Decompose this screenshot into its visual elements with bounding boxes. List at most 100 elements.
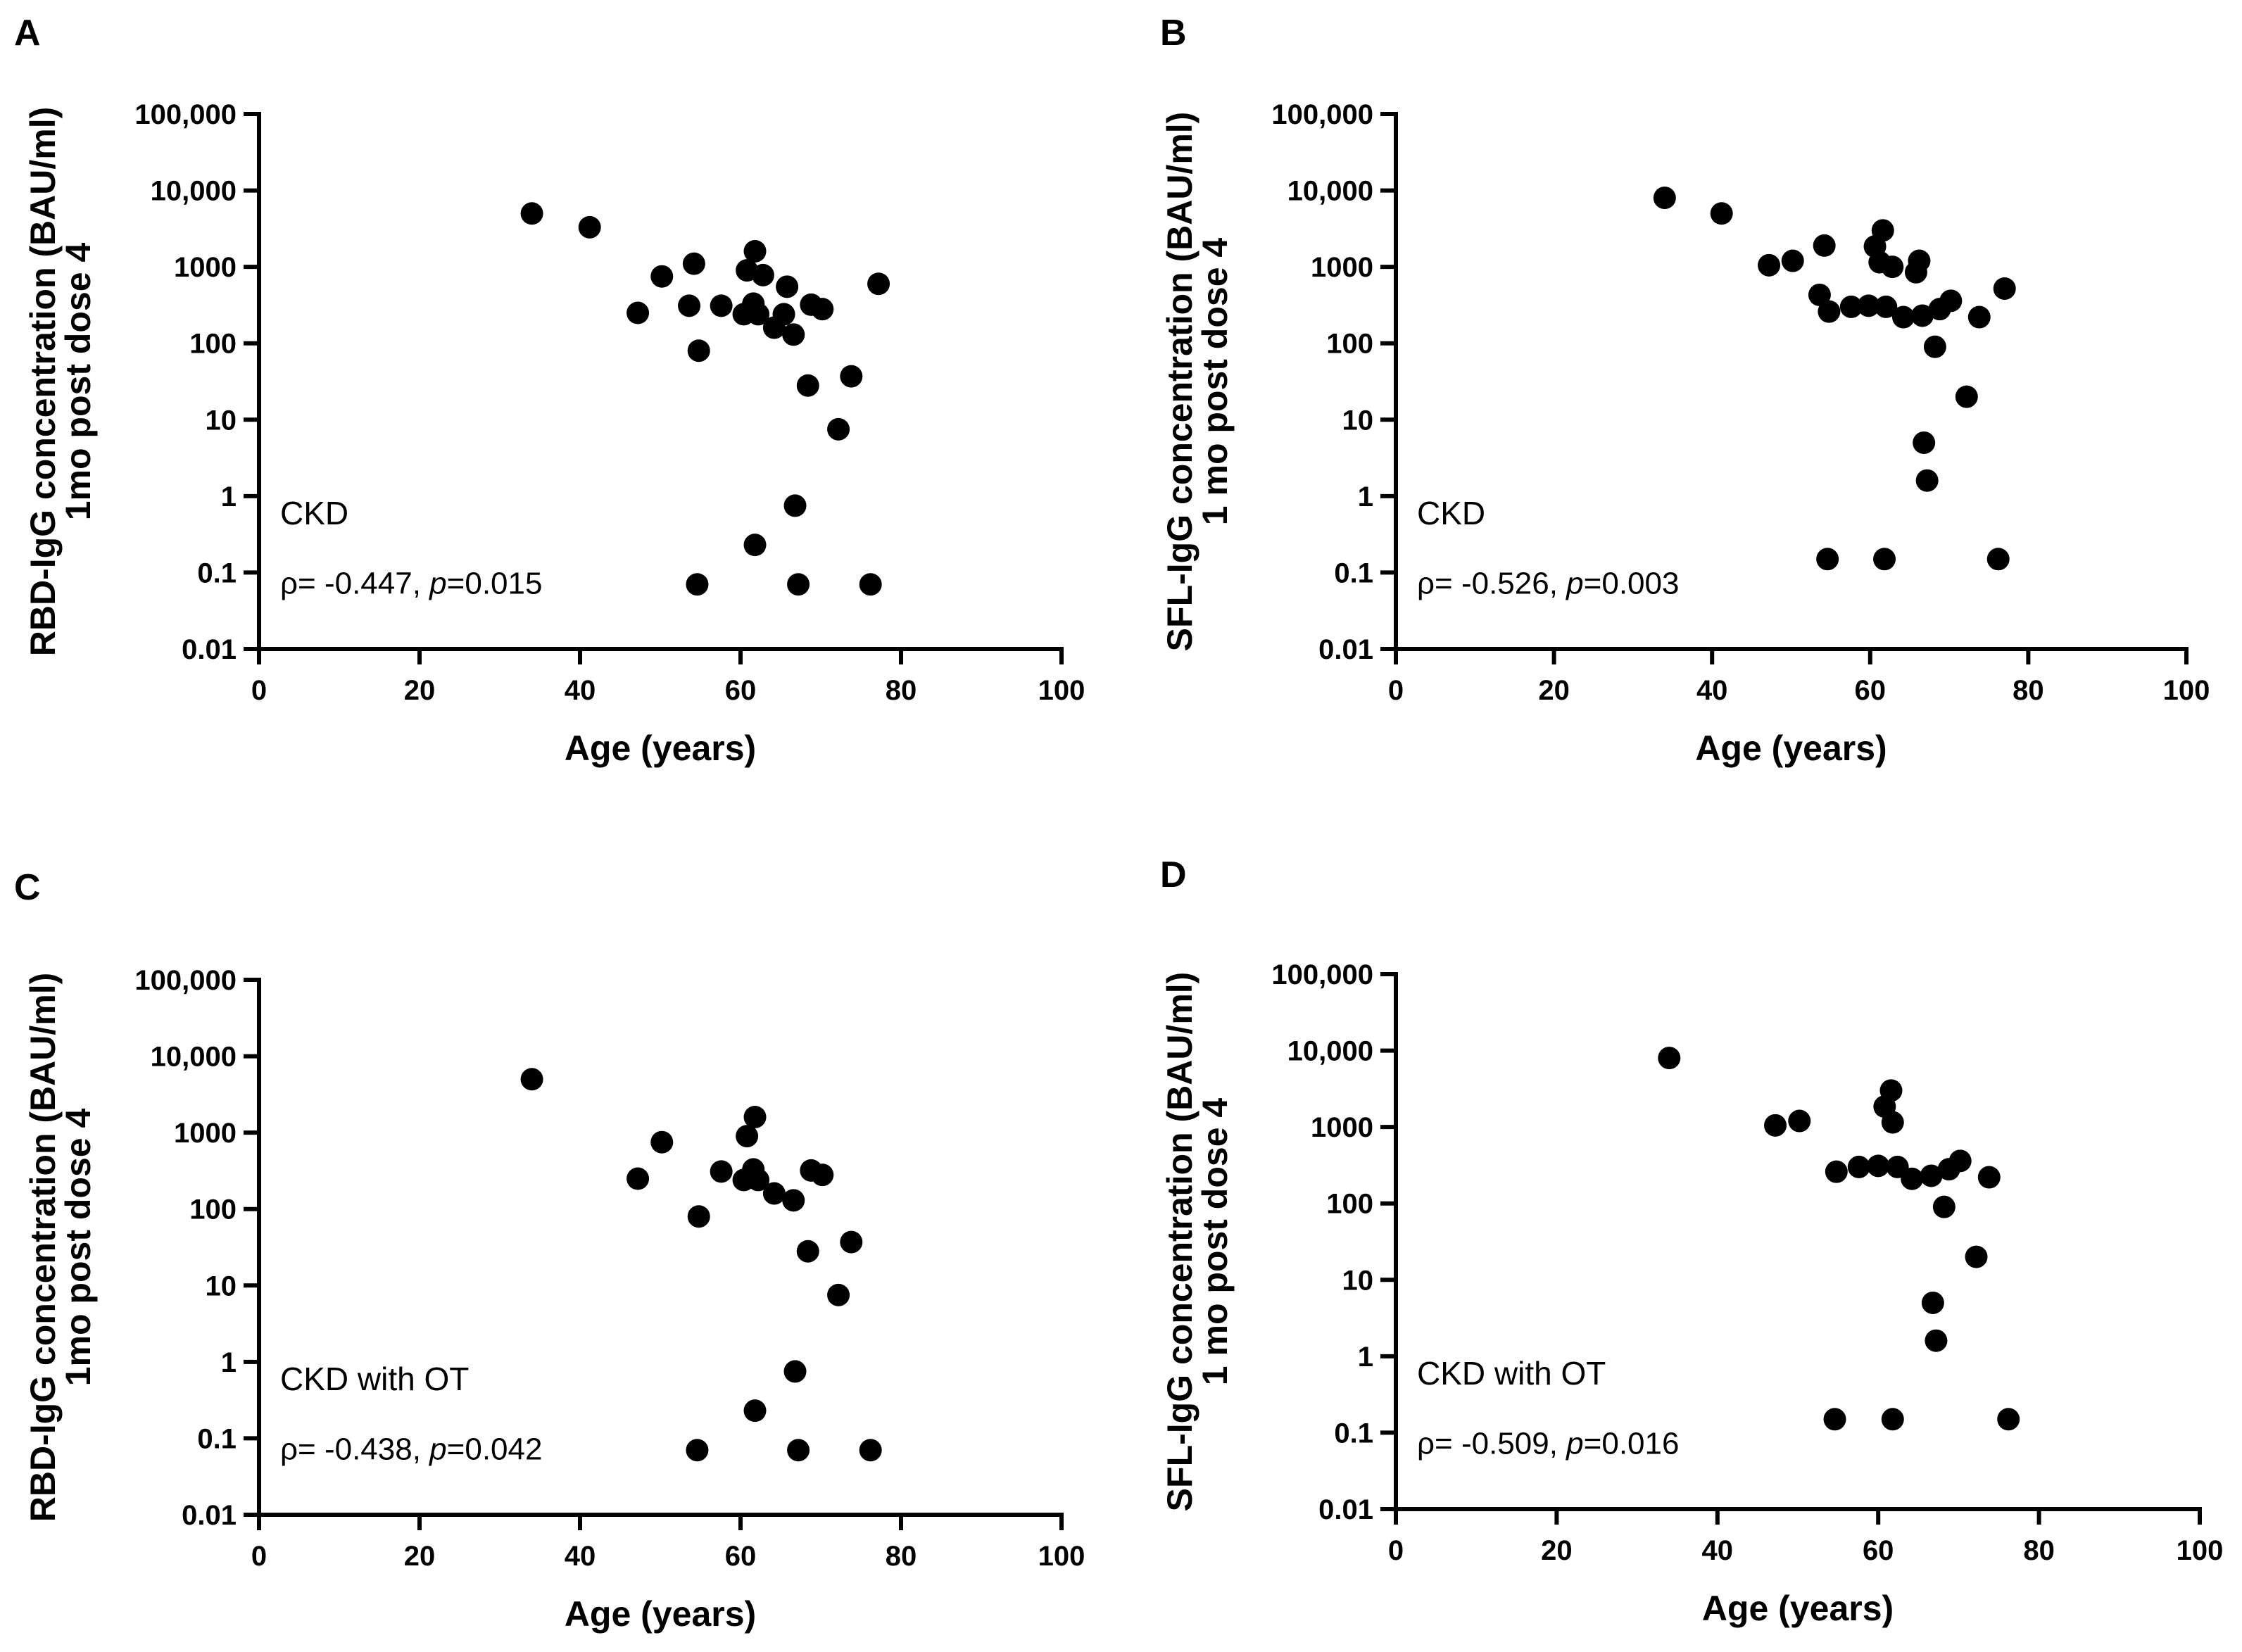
data-point: [1915, 469, 1939, 492]
data-point: [1908, 249, 1931, 272]
rho-value: ρ= -0.526,: [1417, 566, 1566, 600]
data-point: [747, 1168, 770, 1192]
y-axis-label-line2: 1mo post dose 4: [58, 243, 98, 521]
data-point: [1867, 1154, 1890, 1178]
y-tick-label: 0.1: [1334, 557, 1373, 588]
data-point: [859, 573, 882, 596]
data-point: [783, 1360, 807, 1383]
y-tick-label: 0.1: [1334, 1418, 1373, 1449]
y-axis-label-line2: 1mo post dose 4: [58, 1109, 98, 1387]
data-point: [682, 252, 705, 275]
y-axis-label-line1: RBD-IgG concentration (BAU/ml): [23, 107, 63, 657]
data-point: [1993, 277, 2016, 300]
y-tick-label: 100: [189, 329, 237, 360]
data-point: [772, 303, 795, 326]
x-tick-label: 80: [2013, 675, 2044, 706]
y-tick-label: 0.01: [182, 634, 237, 665]
y-tick-label: 1000: [1311, 1112, 1373, 1143]
data-point: [827, 417, 850, 441]
x-axis-label: Age (years): [1702, 1589, 1894, 1628]
data-point: [1913, 431, 1936, 454]
y-tick-label: 1: [221, 1347, 237, 1378]
data-point: [1847, 1155, 1870, 1178]
data-point: [743, 239, 767, 263]
x-tick-label: 0: [251, 1541, 267, 1572]
p-symbol: p: [1565, 566, 1583, 600]
x-tick-label: 100: [2177, 1535, 2224, 1566]
x-tick-label: 40: [565, 1541, 596, 1572]
data-point: [520, 1068, 543, 1091]
y-tick-label: 10,000: [1287, 176, 1373, 207]
group-label: CKD: [280, 495, 348, 531]
rho-value: ρ= -0.447,: [280, 566, 429, 600]
data-point: [1948, 1149, 1972, 1173]
data-point: [827, 1283, 850, 1306]
data-point: [762, 1182, 786, 1205]
data-point: [626, 1167, 650, 1190]
data-point: [811, 1164, 834, 1187]
data-point: [743, 534, 767, 557]
data-point: [1653, 187, 1676, 210]
data-point: [1920, 1164, 1943, 1187]
x-tick-label: 60: [1863, 1535, 1894, 1566]
y-tick-label: 100,000: [134, 965, 237, 996]
y-tick-label: 10: [1342, 1265, 1374, 1296]
rho-value: ρ= -0.509,: [1417, 1426, 1566, 1461]
data-point: [1857, 294, 1880, 317]
p-value: =0.016: [1584, 1426, 1680, 1461]
x-tick-label: 20: [404, 675, 436, 706]
y-tick-label: 1000: [174, 1118, 237, 1149]
y-tick-label: 1: [1358, 481, 1373, 512]
data-point: [1781, 249, 1804, 272]
x-tick-label: 60: [725, 675, 757, 706]
y-tick-label: 10,000: [1287, 1036, 1373, 1067]
group-label: CKD with OT: [1417, 1355, 1606, 1392]
y-axis-label-line2: 1 mo post dose 4: [1195, 238, 1235, 526]
data-point: [1658, 1047, 1681, 1070]
data-point: [650, 265, 674, 288]
y-tick-label: 0.1: [197, 557, 237, 588]
x-tick-label: 60: [1855, 675, 1887, 706]
panel-c: C 0.01 0.1 1 10 100 1000 10,000 100,000 0 20 40 60 80…: [14, 867, 1085, 1634]
data-point: [578, 215, 601, 239]
y-axis-label-line1: RBD-IgG concentration (BAU/ml): [23, 973, 63, 1522]
y-tick-label: 10,000: [151, 176, 237, 207]
p-value: =0.015: [447, 566, 543, 600]
data-point: [1977, 1166, 2001, 1189]
data-point: [867, 272, 890, 296]
data-point: [1932, 1195, 1956, 1218]
data-point: [687, 1205, 710, 1228]
data-point: [1839, 295, 1863, 318]
data-point: [1816, 548, 1839, 571]
panel-letter: D: [1160, 855, 1187, 895]
data-point: [859, 1439, 882, 1462]
y-axis-label-line2: 1 mo post dose 4: [1195, 1098, 1235, 1386]
data-point: [710, 1160, 733, 1183]
data-point: [1825, 1160, 1848, 1183]
p-symbol: p: [428, 1432, 446, 1466]
data-point: [1871, 219, 1894, 242]
y-tick-label: 1000: [174, 252, 237, 283]
data-point: [840, 365, 863, 388]
data-point: [1925, 1329, 1948, 1352]
correlation-annotation: ρ= -0.438, p=0.042: [280, 1432, 542, 1466]
data-point: [1891, 305, 1915, 329]
x-tick-label: 0: [1388, 1535, 1404, 1566]
data-point: [782, 323, 805, 346]
data-point: [1986, 548, 2010, 571]
data-point: [1710, 202, 1733, 225]
data-point: [743, 1399, 767, 1423]
data-point: [687, 339, 710, 362]
y-tick-label: 10,000: [151, 1042, 237, 1073]
y-tick-label: 0.01: [1318, 1494, 1373, 1525]
data-point: [796, 1240, 819, 1263]
y-tick-label: 1: [221, 481, 237, 512]
data-point: [1939, 289, 1963, 313]
y-tick-label: 100,000: [1271, 959, 1373, 990]
data-point: [783, 494, 807, 517]
y-tick-label: 100: [1326, 329, 1373, 360]
panel-letter: A: [14, 13, 41, 53]
x-tick-label: 40: [1696, 675, 1728, 706]
data-point: [1881, 1111, 1904, 1134]
